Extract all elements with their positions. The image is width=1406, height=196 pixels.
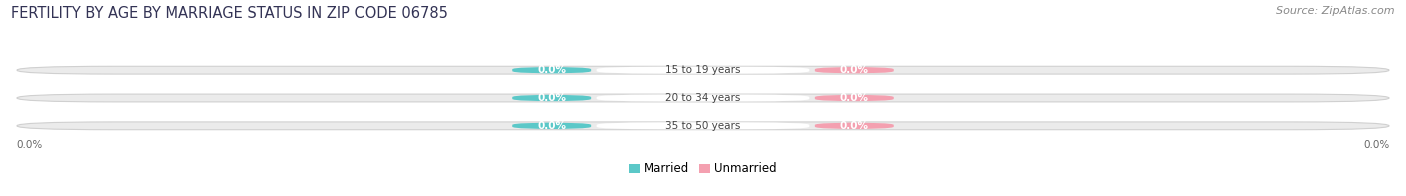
Text: 35 to 50 years: 35 to 50 years (665, 121, 741, 131)
FancyBboxPatch shape (596, 95, 810, 101)
Text: 0.0%: 0.0% (839, 65, 869, 75)
Text: 0.0%: 0.0% (537, 121, 567, 131)
FancyBboxPatch shape (512, 67, 591, 74)
FancyBboxPatch shape (512, 95, 591, 101)
FancyBboxPatch shape (17, 122, 1389, 130)
Text: 20 to 34 years: 20 to 34 years (665, 93, 741, 103)
Text: 0.0%: 0.0% (839, 121, 869, 131)
FancyBboxPatch shape (815, 67, 894, 74)
Legend: Married, Unmarried: Married, Unmarried (624, 158, 782, 180)
FancyBboxPatch shape (596, 67, 810, 74)
Text: FERTILITY BY AGE BY MARRIAGE STATUS IN ZIP CODE 06785: FERTILITY BY AGE BY MARRIAGE STATUS IN Z… (11, 6, 449, 21)
FancyBboxPatch shape (17, 66, 1389, 74)
FancyBboxPatch shape (596, 122, 810, 129)
Text: 15 to 19 years: 15 to 19 years (665, 65, 741, 75)
Text: 0.0%: 0.0% (839, 93, 869, 103)
Text: Source: ZipAtlas.com: Source: ZipAtlas.com (1277, 6, 1395, 16)
Text: 0.0%: 0.0% (537, 65, 567, 75)
FancyBboxPatch shape (512, 122, 591, 129)
Text: 0.0%: 0.0% (1362, 140, 1389, 150)
FancyBboxPatch shape (17, 94, 1389, 102)
FancyBboxPatch shape (815, 95, 894, 101)
Text: 0.0%: 0.0% (17, 140, 44, 150)
Text: 0.0%: 0.0% (537, 93, 567, 103)
FancyBboxPatch shape (815, 122, 894, 129)
